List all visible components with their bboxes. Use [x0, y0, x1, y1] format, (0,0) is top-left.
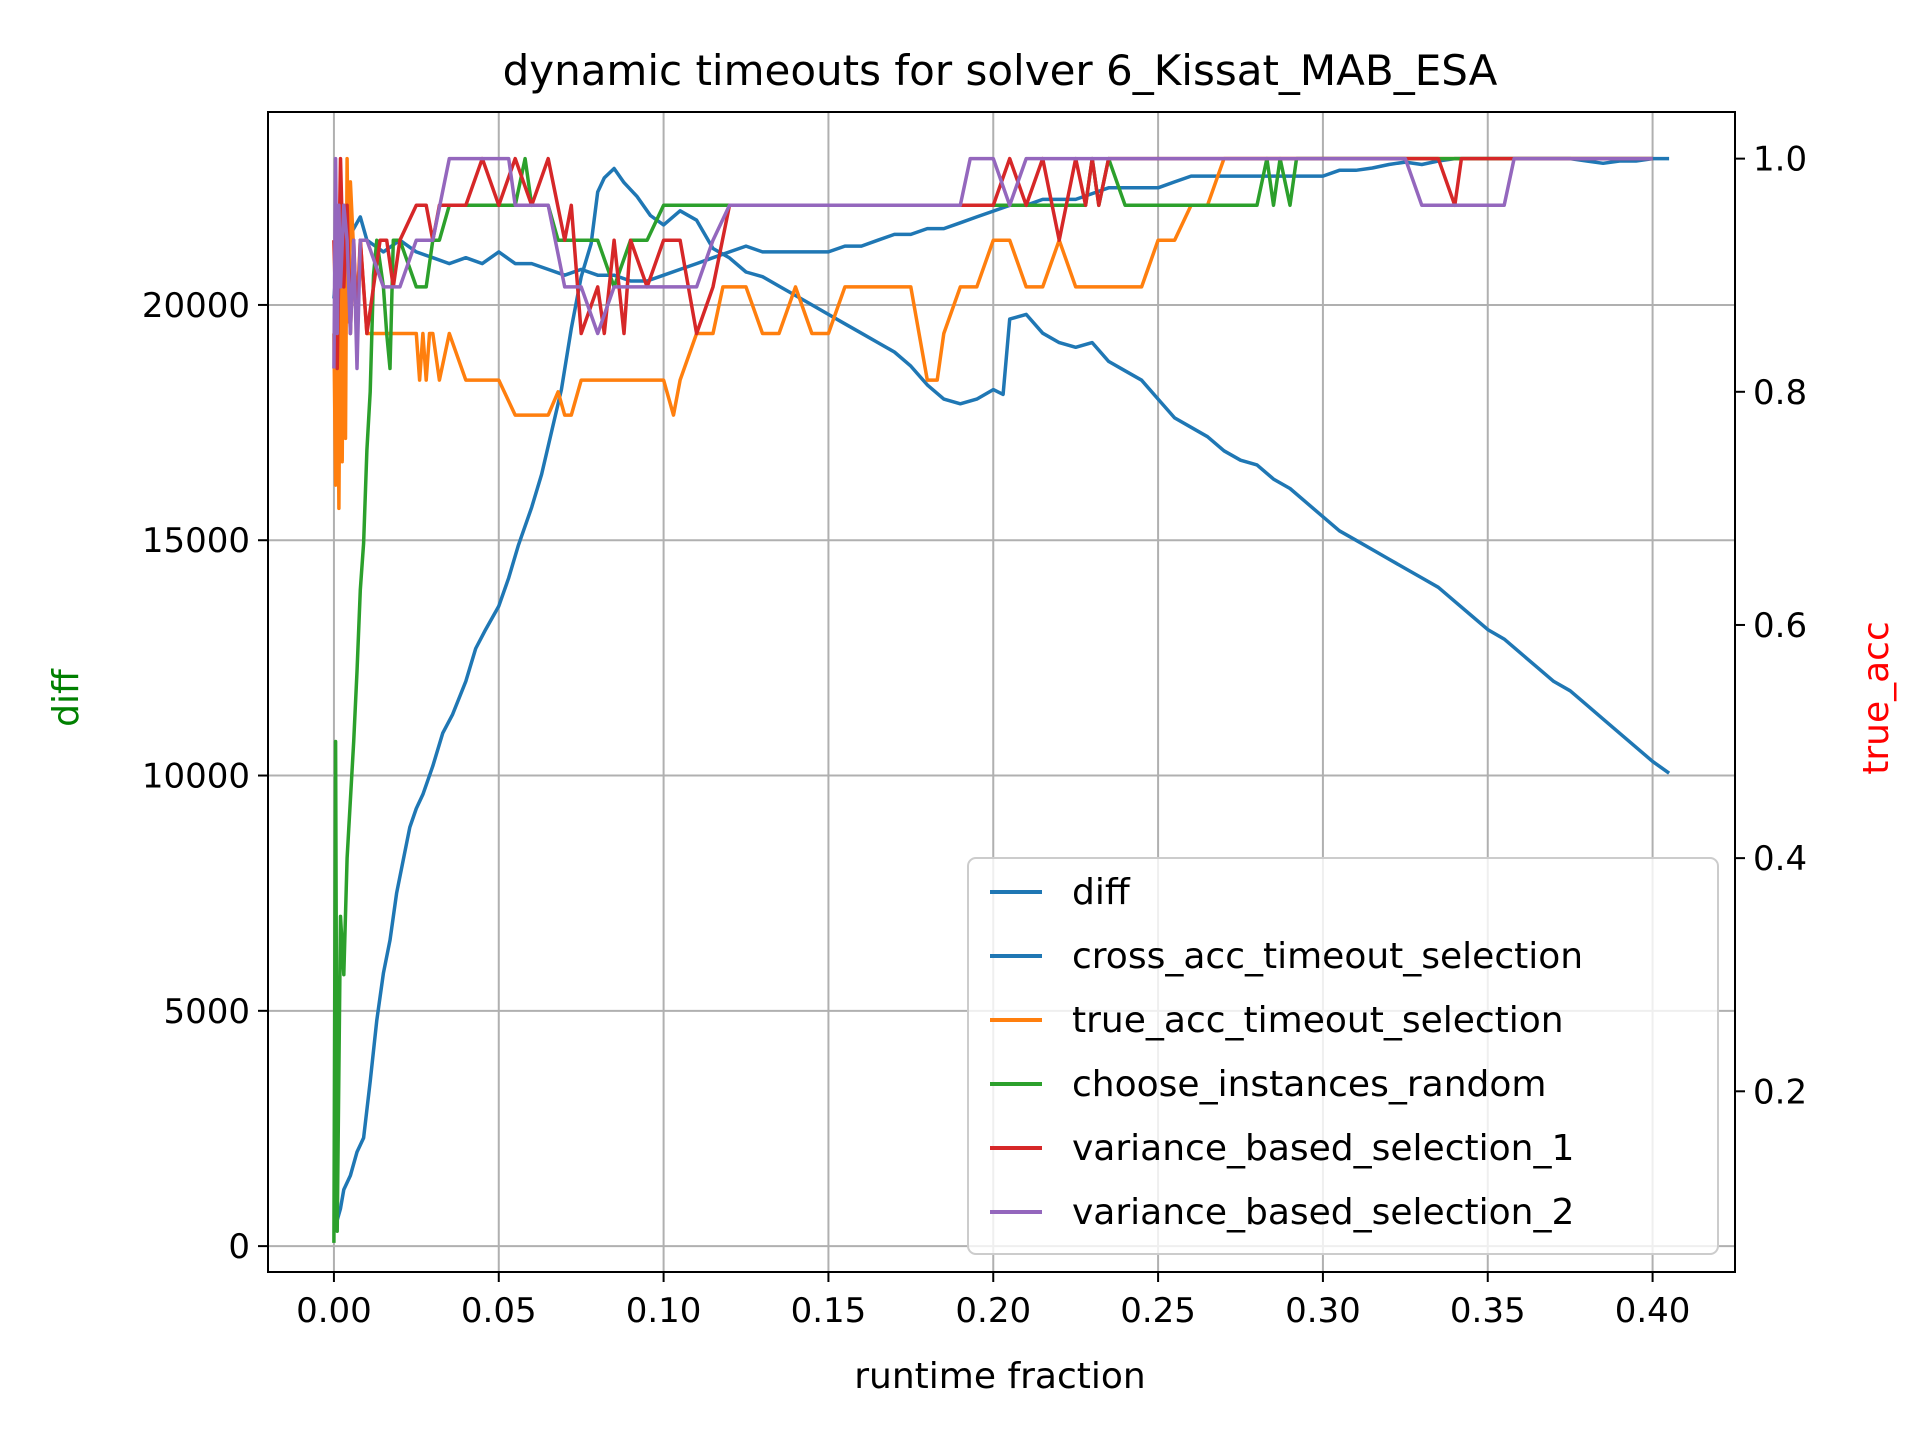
y-left-tick-label: 20000 [142, 286, 250, 326]
x-tick-label: 0.00 [296, 1291, 372, 1331]
legend-label: choose_instances_random [1072, 1064, 1546, 1105]
y-left-tick-label: 10000 [142, 757, 250, 797]
x-tick-label: 0.35 [1450, 1291, 1526, 1331]
legend-label: cross_acc_timeout_selection [1072, 936, 1583, 977]
legend-label: variance_based_selection_2 [1072, 1192, 1574, 1233]
y-right-tick-label: 1.0 [1753, 140, 1807, 180]
y-left-tick-label: 15000 [142, 521, 250, 561]
series-line-variance-based-selection-2 [332, 156, 1653, 371]
y-axis-left-label: diff [46, 668, 87, 727]
x-tick-label: 0.10 [626, 1291, 702, 1331]
y-right-tick-label: 0.6 [1753, 606, 1807, 646]
x-tick-label: 0.30 [1285, 1291, 1361, 1331]
x-tick-label: 0.25 [1120, 1291, 1196, 1331]
legend-box [967, 857, 1719, 1255]
y-right-tick-label: 0.4 [1753, 839, 1807, 879]
legend-items: diff cross_acc_timeout_selection true_acc_… [990, 872, 1583, 1233]
chart-title: dynamic timeouts for solver 6_Kissat_MAB… [503, 46, 1498, 95]
axis-ticks: 0.00 0.05 0.10 0.15 0.20 0.25 0.30 0.35 0.40 0 500… [142, 140, 1807, 1331]
y-axis-right-label: true_acc [1856, 621, 1897, 775]
x-tick-label: 0.05 [461, 1291, 537, 1331]
y-right-tick-label: 0.2 [1753, 1072, 1807, 1112]
y-right-tick-label: 0.8 [1753, 373, 1807, 413]
x-tick-label: 0.20 [955, 1291, 1031, 1331]
y-left-tick-label: 0 [228, 1227, 250, 1267]
legend-label: diff [1072, 872, 1131, 913]
legend: diff cross_acc_timeout_selection true_acc_… [967, 857, 1719, 1255]
legend-label: true_acc_timeout_selection [1072, 1000, 1564, 1041]
series-line-diff [332, 166, 1671, 1222]
series-lines [332, 156, 1671, 1243]
x-tick-label: 0.15 [791, 1291, 867, 1331]
y-left-tick-label: 5000 [163, 992, 250, 1032]
series-line-choose-instances-random [332, 156, 1653, 1243]
x-tick-label: 0.40 [1615, 1291, 1691, 1331]
plot-frame [267, 111, 1736, 1273]
legend-label: variance_based_selection_1 [1072, 1128, 1574, 1169]
x-axis-label: runtime fraction [854, 1356, 1146, 1397]
